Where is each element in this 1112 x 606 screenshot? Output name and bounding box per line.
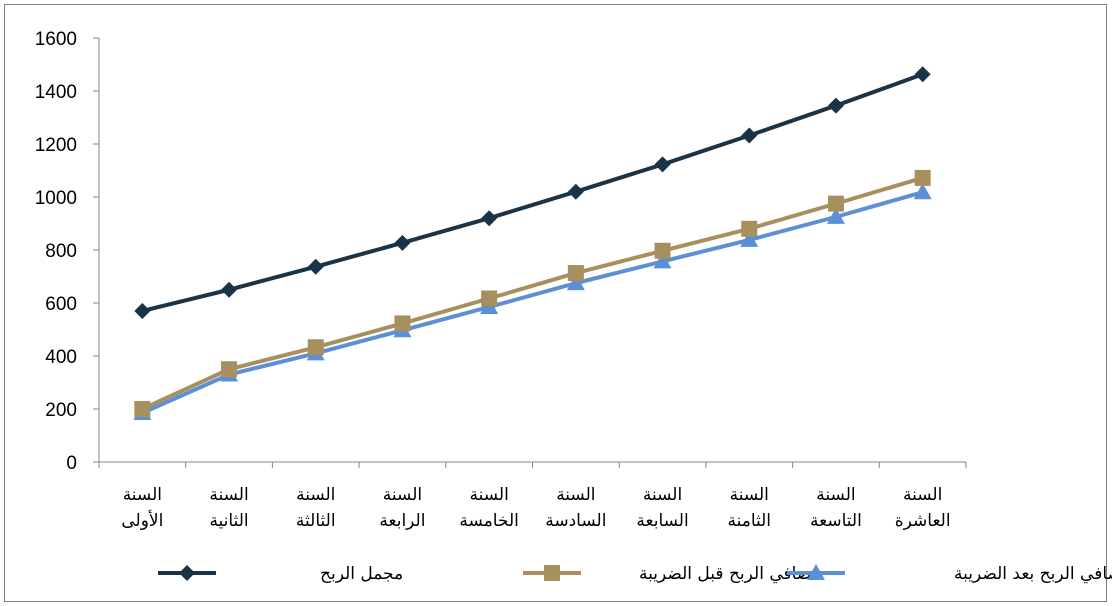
data-point (826, 207, 845, 224)
category-label: السنة (123, 485, 162, 505)
y-tick-label: 1400 (35, 82, 77, 103)
category-label: السنة (730, 485, 769, 505)
data-point (827, 195, 844, 212)
legend-label: صافي الربح بعد الضريبة (954, 564, 1112, 584)
category-label: السنة (209, 485, 248, 505)
data-point (221, 281, 238, 298)
y-tick-label: 0 (66, 453, 77, 474)
category-label: السنة (643, 485, 682, 505)
y-tick-label: 200 (45, 400, 77, 421)
legend-marker (807, 564, 825, 580)
category-label: الأولى (121, 510, 163, 531)
category-label: التاسعة (810, 511, 862, 531)
data-point (913, 183, 932, 200)
category-label: الثامنة (727, 511, 771, 531)
category-label: الرابعة (379, 511, 425, 531)
category-label: الثانية (209, 511, 248, 531)
data-point (481, 210, 498, 227)
chart-frame (4, 4, 1107, 602)
data-point (134, 401, 151, 417)
data-point (307, 258, 324, 275)
y-tick-label: 1600 (35, 29, 77, 50)
data-point (221, 361, 238, 378)
y-tick-label: 1200 (35, 135, 77, 156)
data-point (653, 252, 672, 269)
data-point (827, 97, 844, 114)
data-point (134, 302, 151, 319)
data-point (481, 290, 498, 307)
y-tick-label: 400 (45, 347, 77, 368)
data-point (914, 66, 931, 83)
data-point (914, 169, 931, 186)
category-label: الخامسة (459, 511, 518, 531)
series-line (141, 176, 924, 411)
category-label: السنة (383, 485, 422, 505)
data-point (566, 274, 585, 291)
category-label: السنة (556, 485, 595, 505)
data-point (741, 127, 758, 144)
data-point (394, 234, 411, 251)
legend-marker (544, 565, 560, 581)
data-point (654, 242, 671, 259)
category-label: السنة (816, 485, 855, 505)
data-point (567, 183, 584, 200)
category-label: السادسة (545, 511, 606, 531)
y-tick-label: 600 (45, 294, 77, 315)
series-line (141, 190, 924, 415)
data-point (741, 220, 758, 237)
category-label: الثالثة (296, 511, 336, 531)
y-tick-label: 1000 (35, 188, 77, 209)
data-point (567, 265, 584, 282)
data-point (394, 315, 411, 332)
series-line (141, 72, 924, 313)
data-point (740, 230, 759, 247)
data-point (654, 156, 671, 173)
legend-label: صافي الربح قبل الضريبة (639, 564, 811, 584)
legend-label: مجمل الربح (320, 564, 403, 584)
category-label: السنة (903, 485, 942, 505)
category-label: السابعة (636, 511, 688, 531)
y-tick-label: 800 (45, 241, 77, 262)
data-point (307, 339, 324, 356)
category-label: العاشرة (895, 511, 951, 531)
category-label: السنة (296, 485, 335, 505)
legend-marker (179, 565, 195, 581)
category-label: السنة (469, 485, 508, 505)
